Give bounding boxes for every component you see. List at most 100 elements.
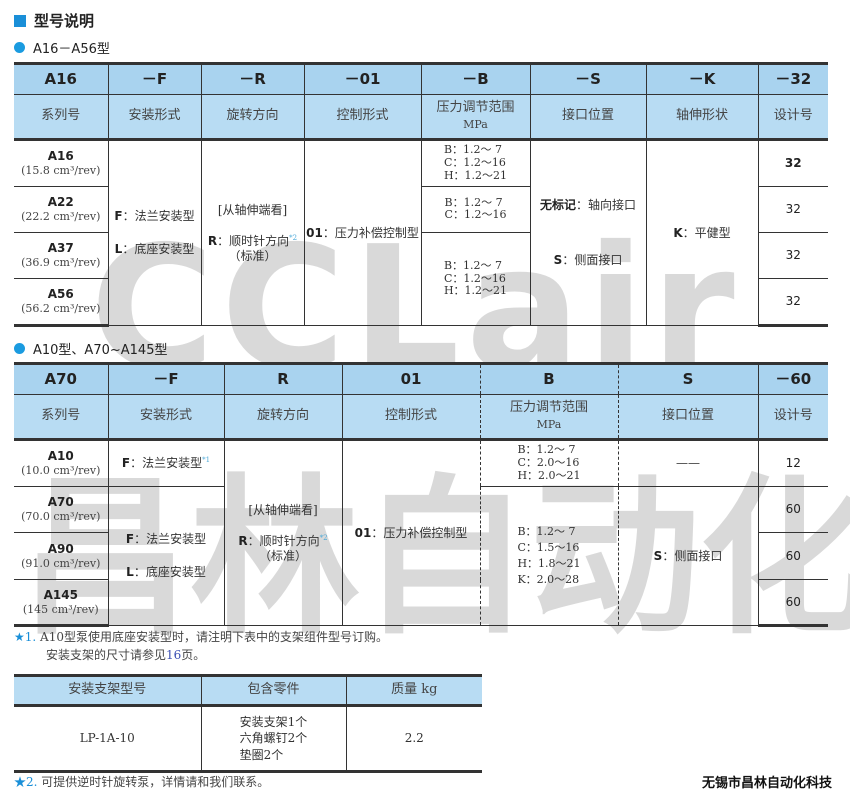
- port-text: 轴向接口: [588, 198, 637, 212]
- code-cell: A16: [14, 62, 109, 95]
- model-disp: (36.9 cm³/rev): [21, 256, 101, 270]
- label-cell: 系列号: [14, 394, 109, 441]
- footnote-2: ★2. 可提供逆时针旋转泵，详情请和我们联系。: [14, 773, 269, 790]
- rotation-text: 顺时针方向: [259, 533, 320, 548]
- control-text: 压力补偿控制型: [383, 525, 468, 540]
- port-key: S: [553, 253, 563, 267]
- square-bullet-icon: [14, 14, 26, 27]
- mount-text: 法兰安装型: [142, 456, 203, 470]
- label-text: 压力调节范围: [436, 100, 515, 116]
- section1-title-text: A16－A56型: [33, 42, 110, 57]
- model-disp: (145 cm³/rev): [22, 602, 99, 616]
- code-cell: 01: [341, 362, 481, 395]
- star-icon: ★: [14, 630, 25, 644]
- header-cell: 包含零件: [200, 674, 347, 707]
- model-cell: A37 (36.9 cm³/rev): [14, 232, 109, 279]
- pressure-line: C：1.2～16: [444, 208, 507, 222]
- port-text: 侧面接口: [574, 253, 623, 267]
- code-cell: －K: [645, 62, 759, 95]
- mount-cell: F：法兰安装型 L：底座安装型: [107, 486, 225, 626]
- port-key: 无标记: [539, 198, 576, 212]
- model-cell: A22 (22.2 cm³/rev): [14, 186, 109, 233]
- code-cell: －F: [107, 62, 202, 95]
- code-cell: R: [223, 362, 343, 395]
- note-marker: *2: [289, 233, 298, 242]
- shaft-text: 平健型: [694, 225, 731, 240]
- mount-cell: F：法兰安装型 L：底座安装型: [107, 139, 202, 326]
- model-cell: A10 (10.0 cm³/rev): [14, 439, 109, 487]
- label-cell: 接口位置: [617, 394, 759, 441]
- mount-text: 底座安装型: [134, 242, 195, 256]
- rotation-key: R: [238, 533, 248, 548]
- model-cell: A90 (91.0 cm³/rev): [14, 532, 109, 580]
- part-item: 六角螺钉2个: [239, 731, 308, 746]
- bracket-mass: 2.2: [345, 705, 482, 773]
- pressure-cell: B：1.2～ 7 C：1.5～16 H：1.8～21 K：2.0～28: [479, 486, 619, 626]
- pressure-line: B：1.2～ 7: [517, 525, 576, 539]
- pressure-line: H：2.0～21: [517, 468, 581, 482]
- mount-text: 法兰安装型: [134, 209, 195, 223]
- company-name: 无锡市昌林自动化科技: [701, 776, 832, 791]
- mount-key: F: [121, 456, 131, 470]
- code-cell: －S: [529, 62, 647, 95]
- model-cell: A16 (15.8 cm³/rev): [14, 139, 109, 187]
- pressure-line: K：2.0～28: [517, 572, 580, 586]
- model-disp: (10.0 cm³/rev): [21, 464, 101, 478]
- model-code-table-a16: A16 －F －R －01 －B －S －K －32 系列号 安装形式 旋转方向 控制形式 压力调节范…: [14, 62, 828, 327]
- model-name: A90: [47, 541, 74, 556]
- page-link[interactable]: 16: [166, 648, 182, 662]
- rotation-view: [从轴伸端看]: [217, 202, 288, 217]
- pressure-cell: B：1.2～ 7 C：1.2～16 H：1.2～21: [420, 232, 531, 326]
- code-cell: －B: [420, 62, 531, 95]
- model-cell: A56 (56.2 cm³/rev): [14, 278, 109, 327]
- mount-key: L: [114, 242, 123, 256]
- label-cell: 压力调节范围 MPa: [479, 394, 619, 441]
- pressure-line: H：1.2～21: [443, 284, 508, 298]
- bracket-parts: 安装支架1个 六角螺钉2个 垫圈2个: [200, 705, 347, 773]
- label-cell: 系列号: [14, 94, 109, 141]
- bracket-table: 安装支架型号 包含零件 质量 kg LP-1A-10 安装支架1个 六角螺钉2个 垫圈2个…: [14, 674, 482, 773]
- label-cell: 接口位置: [529, 94, 647, 141]
- pressure-line: B：1.2～ 7: [444, 195, 503, 209]
- pressure-cell: B：1.2～ 7 C：1.2～16: [420, 186, 531, 233]
- section2-title-text: A10型、A70~A145型: [33, 343, 168, 358]
- model-name: A37: [47, 241, 74, 256]
- footnote-number: 2.: [26, 775, 38, 789]
- label-cell: 控制形式: [341, 394, 481, 441]
- part-item: 垫圈2个: [239, 747, 284, 762]
- header-cell: 安装支架型号: [14, 674, 202, 707]
- rotation-cell: [从轴伸端看] R：顺时针方向*2 （标准）: [200, 139, 305, 326]
- port-cell: ——: [617, 439, 759, 487]
- pressure-cell: B：1.2～ 7 C：1.2～16 H：1.2～21: [420, 139, 531, 187]
- model-cell: A145 (145 cm³/rev): [14, 579, 109, 627]
- model-name: A56: [47, 287, 74, 302]
- circle-bullet-icon: [14, 343, 25, 354]
- footnote-text: 可提供逆时针旋转泵，详情请和我们联系。: [41, 775, 270, 789]
- code-cell: －60: [757, 362, 828, 395]
- model-disp: (22.2 cm³/rev): [21, 210, 101, 224]
- rotation-std: （标准）: [258, 548, 307, 563]
- mount-text: 底座安装型: [145, 565, 206, 579]
- footnote-1: ★1. A10型泵使用底座安装型时，请注明下表中的支架组件型号订购。: [14, 628, 388, 645]
- label-cell: 安装形式: [107, 394, 225, 441]
- mount-text: 法兰安装型: [146, 532, 207, 546]
- control-key: 01: [354, 525, 372, 540]
- mount-cell: F：法兰安装型*1: [107, 439, 225, 487]
- pressure-line: C：1.5～16: [517, 541, 580, 555]
- pressure-cell: B：1.2～ 7 C：2.0～16 H：2.0～21: [479, 439, 619, 487]
- footnote-text: 安装支架的尺寸请参见: [46, 648, 167, 662]
- model-name: A145: [43, 587, 78, 602]
- control-key: 01: [306, 225, 323, 240]
- unit-text: MPa: [536, 417, 562, 431]
- label-cell: 旋转方向: [223, 394, 343, 441]
- pressure-line: C：2.0～16: [517, 456, 580, 469]
- mount-key: L: [126, 565, 134, 579]
- circle-bullet-icon: [14, 42, 25, 53]
- star-icon: ★: [14, 775, 27, 789]
- pressure-line: C：1.2～16: [443, 271, 506, 285]
- label-cell: 轴伸形状: [645, 94, 759, 141]
- control-cell: 01：压力补偿控制型: [303, 139, 422, 326]
- mount-key: F: [125, 532, 135, 546]
- label-cell: 设计号: [757, 394, 828, 441]
- code-cell: －R: [200, 62, 305, 95]
